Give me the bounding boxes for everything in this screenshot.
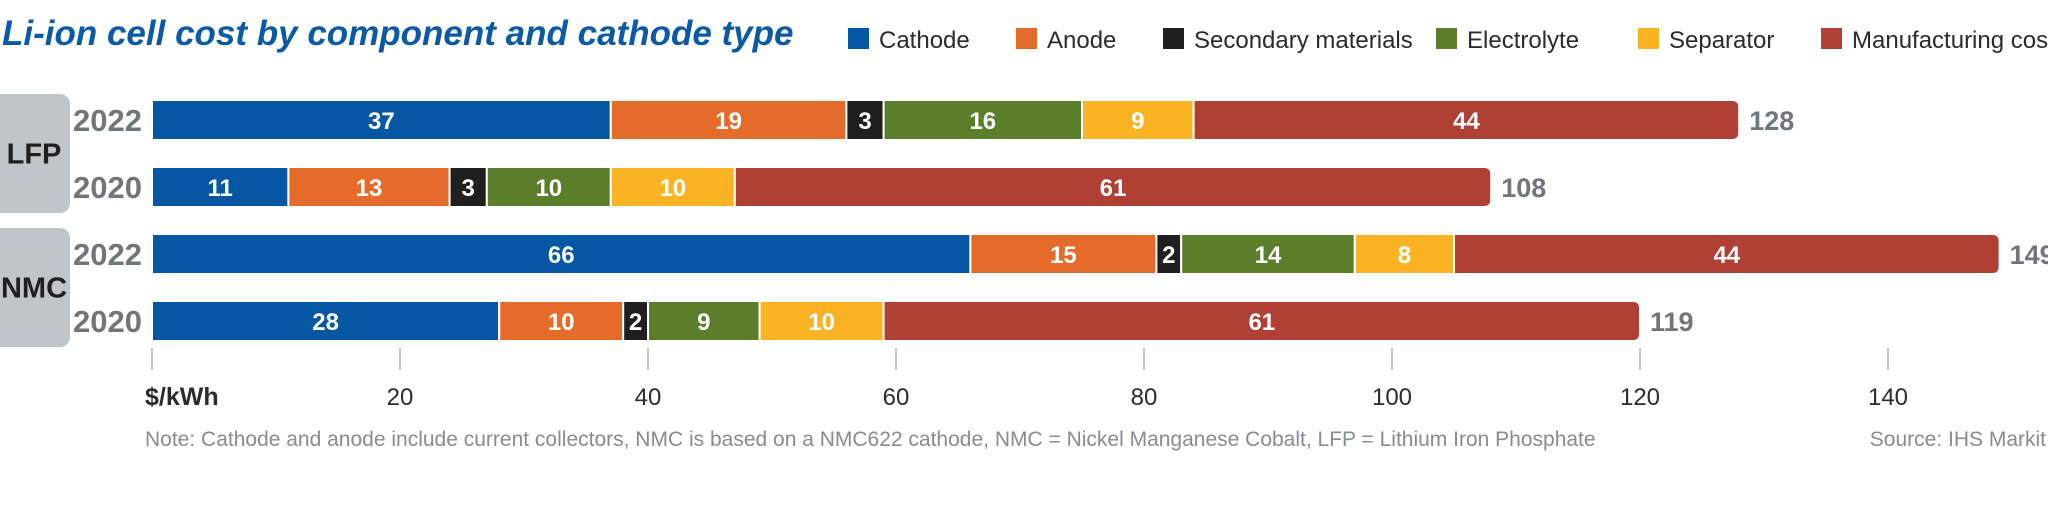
data-label-secondary-materials-lfp-2020: 3	[462, 175, 475, 202]
bar-secondary-materials-lfp-2020	[448, 166, 488, 208]
data-label-cathode-lfp-2022: 37	[368, 108, 395, 135]
data-label-manufacturing-costs-lfp-2020: 61	[1100, 175, 1127, 202]
bar-cathode-lfp-2020	[151, 166, 290, 208]
total-label-lfp-2020: 108	[1501, 173, 1546, 203]
chart-title: Li-ion cell cost by component and cathod…	[2, 14, 794, 53]
group-box-nmc	[0, 228, 70, 347]
data-label-electrolyte-lfp-2022: 16	[969, 108, 996, 135]
data-label-manufacturing-costs-nmc-2022: 44	[1713, 242, 1740, 269]
x-tick-label-120: 120	[1620, 384, 1660, 411]
chart-note: Note: Cathode and anode include current …	[145, 428, 1596, 451]
row-label-nmc-2020: 2020	[73, 304, 142, 339]
x-tick-label-60: 60	[883, 384, 910, 411]
group-label-lfp: LFP	[7, 139, 62, 171]
legend-label-separator: Separator	[1669, 27, 1774, 54]
legend-swatch-manufacturing-costs	[1821, 28, 1842, 49]
data-label-cathode-nmc-2022: 66	[548, 242, 575, 269]
legend-swatch-electrolyte	[1436, 28, 1457, 49]
bar-manufacturing-costs-nmc-2020	[882, 300, 1641, 342]
data-label-secondary-materials-nmc-2022: 2	[1162, 242, 1175, 269]
legend-label-manufacturing-costs: Manufacturing costs	[1852, 27, 2048, 54]
data-label-anode-nmc-2020: 10	[548, 309, 575, 336]
legend-swatch-separator	[1638, 28, 1659, 49]
bar-manufacturing-costs-nmc-2022	[1453, 233, 2001, 275]
total-label-nmc-2020: 119	[1650, 307, 1694, 337]
x-axis: $/kWh 20 40 60 80 100 120 140	[145, 348, 1908, 411]
data-label-secondary-materials-lfp-2022: 3	[858, 108, 871, 135]
data-label-cathode-nmc-2020: 28	[312, 309, 339, 336]
chart-source: Source: IHS Markit	[1869, 428, 2046, 451]
data-label-manufacturing-costs-lfp-2022: 44	[1453, 108, 1480, 135]
bar-electrolyte-lfp-2020	[485, 166, 612, 208]
bar-electrolyte-nmc-2022	[1180, 233, 1356, 275]
row-label-nmc-2022: 2022	[73, 237, 142, 272]
bar-separator-lfp-2022	[1081, 99, 1195, 141]
bar-cathode-nmc-2022	[151, 233, 972, 275]
x-tick-label-140: 140	[1868, 384, 1908, 411]
bar-cathode-nmc-2020	[151, 300, 501, 342]
row-label-lfp-2020: 2020	[73, 170, 142, 205]
bar-separator-nmc-2022	[1353, 233, 1456, 275]
data-label-separator-nmc-2022: 8	[1398, 242, 1411, 269]
bar-secondary-materials-lfp-2022	[845, 99, 885, 141]
data-label-electrolyte-nmc-2022: 14	[1255, 242, 1282, 269]
bar-anode-lfp-2020	[287, 166, 451, 208]
legend-swatch-secondary-materials	[1163, 28, 1184, 49]
bar-separator-nmc-2020	[758, 300, 885, 342]
legend-label-anode: Anode	[1047, 27, 1116, 54]
bar-electrolyte-lfp-2022	[882, 99, 1083, 141]
bar-secondary-materials-nmc-2022	[1155, 233, 1183, 275]
bar-manufacturing-costs-lfp-2022	[1192, 99, 1741, 141]
bar-anode-nmc-2022	[969, 233, 1158, 275]
data-label-anode-lfp-2020: 13	[356, 175, 383, 202]
x-tick-label-20: 20	[387, 384, 414, 411]
legend-label-secondary-materials: Secondary materials	[1194, 27, 1413, 54]
data-label-electrolyte-lfp-2020: 10	[535, 175, 562, 202]
data-label-separator-lfp-2020: 10	[659, 175, 686, 202]
data-label-anode-nmc-2022: 15	[1050, 242, 1077, 269]
x-tick-label-80: 80	[1131, 384, 1158, 411]
data-label-separator-lfp-2022: 9	[1131, 108, 1144, 135]
data-label-cathode-lfp-2020: 11	[208, 175, 233, 202]
x-tick-label-100: 100	[1372, 384, 1412, 411]
data-label-secondary-materials-nmc-2020: 2	[629, 309, 642, 336]
data-label-manufacturing-costs-nmc-2020: 61	[1248, 309, 1275, 336]
group-label-nmc: NMC	[1, 273, 67, 305]
bar-separator-lfp-2020	[609, 166, 736, 208]
bar-anode-nmc-2020	[498, 300, 625, 342]
x-tick-label-40: 40	[635, 384, 662, 411]
total-label-nmc-2022: 149	[2010, 240, 2048, 270]
total-label-lfp-2022: 128	[1749, 106, 1794, 136]
legend-swatch-cathode	[848, 28, 869, 49]
bar-manufacturing-costs-lfp-2020	[733, 166, 1493, 208]
bar-anode-lfp-2022	[609, 99, 848, 141]
data-label-separator-nmc-2020: 10	[808, 309, 835, 336]
row-label-lfp-2022: 2022	[73, 103, 142, 138]
legend-swatch-anode	[1016, 28, 1037, 49]
group-box-lfp	[0, 94, 70, 213]
data-label-electrolyte-nmc-2020: 9	[697, 309, 710, 336]
group-labels: LFP NMC	[0, 94, 70, 347]
legend-label-electrolyte: Electrolyte	[1467, 27, 1579, 54]
legend-label-cathode: Cathode	[879, 27, 970, 54]
legend: Cathode Anode Secondary materials Electroly…	[848, 27, 2048, 54]
data-label-anode-lfp-2022: 19	[715, 108, 742, 135]
x-axis-label: $/kWh	[145, 383, 219, 411]
bar-secondary-materials-nmc-2020	[622, 300, 650, 342]
